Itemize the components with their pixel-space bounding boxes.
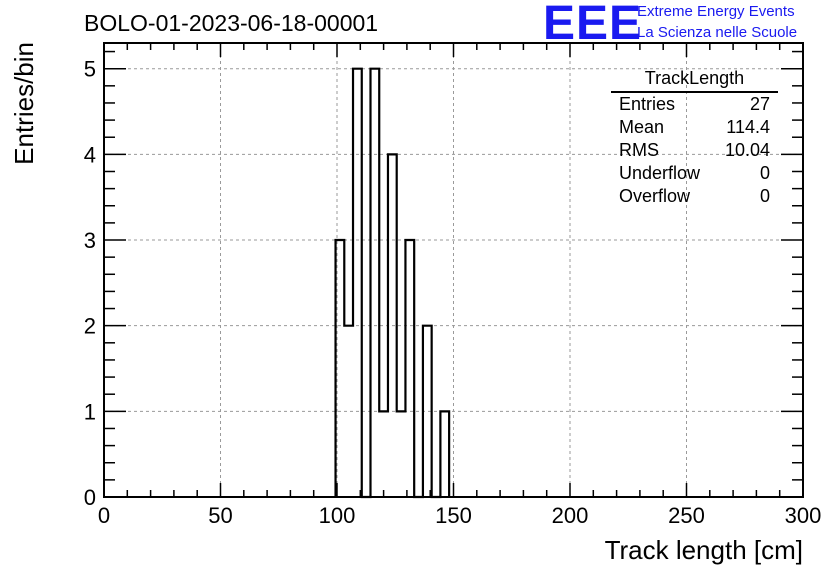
y-tick-label: 3	[84, 228, 96, 253]
stats-label: Entries	[619, 94, 676, 114]
histogram-outline	[334, 67, 451, 499]
y-tick-label: 1	[84, 399, 96, 424]
y-axis-label: Entries/bin	[9, 42, 39, 165]
stats-row-overflow: Overflow 0	[611, 185, 778, 208]
x-tick-label: 50	[208, 503, 232, 528]
logo-subtitle-line2: La Scienza nelle Scuole	[637, 24, 798, 41]
y-tick-label: 5	[84, 57, 96, 82]
x-tick-label: 100	[319, 503, 356, 528]
stats-label: Mean	[619, 117, 665, 137]
x-tick-label: 0	[98, 503, 110, 528]
histogram-bar	[397, 411, 406, 497]
stats-value: 0	[759, 163, 770, 183]
eee-logo: EEE	[543, 0, 643, 50]
stats-box: TrackLength Entries 27 Mean 114.4 RMS 10…	[611, 68, 778, 208]
stats-row-entries: Entries 27	[611, 93, 778, 116]
stats-value: 114.4	[726, 117, 770, 137]
logo-subtitle-line1: Extreme Energy Events	[637, 3, 795, 20]
x-axis-label: Track length [cm]	[605, 535, 803, 565]
y-tick-label: 4	[84, 142, 96, 167]
x-tick-label: 300	[785, 503, 822, 528]
x-tick-label: 250	[668, 503, 705, 528]
stats-value: 27	[749, 94, 770, 114]
x-tick-label: 150	[435, 503, 472, 528]
stats-value: 0	[759, 186, 770, 206]
run-title: BOLO-01-2023-06-18-00001	[84, 10, 379, 36]
stats-label: Underflow	[619, 163, 701, 183]
histogram-bar	[379, 411, 388, 497]
histogram-bar	[440, 411, 449, 497]
y-tick-label: 0	[84, 485, 96, 510]
x-tick-label: 200	[552, 503, 589, 528]
stats-value: 10.04	[724, 140, 770, 160]
y-tick-label: 2	[84, 314, 96, 339]
histogram-bar	[353, 69, 362, 497]
stats-row-rms: RMS 10.04	[611, 139, 778, 162]
stats-label: RMS	[619, 140, 659, 160]
histogram-bar	[370, 69, 379, 497]
stats-title: TrackLength	[611, 68, 778, 93]
histogram-bar	[405, 240, 414, 497]
stats-row-underflow: Underflow 0	[611, 162, 778, 185]
stats-row-mean: Mean 114.4	[611, 116, 778, 139]
stats-label: Overflow	[619, 186, 691, 206]
